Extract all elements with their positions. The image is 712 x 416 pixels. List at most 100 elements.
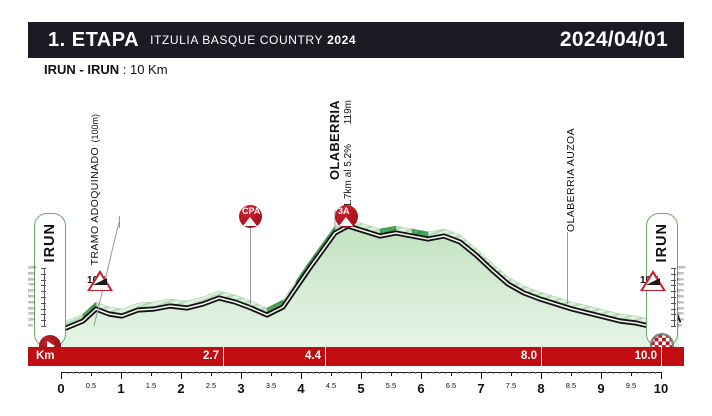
ruler-tick-micro [643, 372, 644, 374]
route-distance: : 10 Km [122, 62, 168, 77]
elevation-tick-label: 80m [677, 276, 684, 281]
ruler-tick-micro [493, 372, 494, 374]
elevation-tick [671, 273, 676, 275]
ruler-tick-micro [235, 372, 236, 374]
annotation-elevation: 119m [343, 100, 354, 125]
ruler-tick-micro [523, 372, 524, 374]
ruler-label-major: 0 [57, 381, 65, 396]
ruler-tick-micro [619, 372, 620, 374]
ruler-label-major: 6 [417, 381, 425, 396]
annotation-olaberria-auzoa: OLABERRIA AUZOA [562, 128, 580, 232]
elevation-tick-label: 0m [677, 323, 682, 328]
km-bar-separator [661, 347, 662, 366]
elevation-tick [671, 308, 676, 310]
ruler-tick-micro [349, 372, 350, 374]
ruler-tick-micro [565, 372, 566, 374]
ruler-label-minor: 4.5 [325, 381, 337, 390]
ruler-tick-minor [391, 372, 392, 376]
elevation-tick-label: 80m [28, 276, 35, 281]
start-town-label: IRUN [42, 223, 58, 263]
km-bar-mark: 10.0 [634, 350, 657, 362]
leader-line-tramo [119, 216, 120, 228]
ruler-tick-micro [499, 372, 500, 374]
ruler-tick-micro [259, 372, 260, 374]
ruler-tick-major [421, 372, 422, 379]
annotation-sub: 1.7km al 5.2% [343, 144, 354, 208]
ruler-label-minor: 6.5 [445, 381, 457, 390]
km-bar-mark: 2.7 [203, 350, 219, 362]
climb-badge-cpa[interactable]: CPA [239, 205, 262, 228]
ruler-tick-micro [343, 372, 344, 374]
ruler-tick-major [361, 372, 362, 379]
ruler-tick-micro [97, 372, 98, 374]
elevation-tick-label: 20m [677, 311, 684, 316]
ruler-tick-micro [637, 372, 638, 374]
ruler-tick-micro [139, 372, 140, 374]
elevation-axis-left: 0m 10m 20m 30m 40m 50m 60m 70m 80m 90m 100m [28, 265, 50, 327]
ruler-tick-micro [283, 372, 284, 374]
ruler-tick-micro [277, 372, 278, 374]
ruler-tick-micro [103, 372, 104, 374]
ruler-tick-minor [631, 372, 632, 376]
elevation-tick-label: 30m [677, 305, 684, 310]
ruler-tick-micro [229, 372, 230, 374]
ruler-tick-micro [367, 372, 368, 374]
elevation-tick-label: 70m [677, 282, 684, 287]
route-summary: IRUN - IRUN : 10 Km [44, 62, 168, 77]
ruler-tick-micro [193, 372, 194, 374]
start-town-tag[interactable]: IRUN [34, 213, 66, 357]
ruler-tick-micro [475, 372, 476, 374]
distance-ruler: 0 1 2 3 4 5 6 7 8 9 10 0.5 1.5 2.5 3.5 4.5 5.5 6.5 7.5 8.5 9… [28, 372, 684, 402]
annotation-name: OLABERRIA AUZOA [565, 128, 577, 233]
elevation-tick [671, 320, 676, 322]
ruler-tick-micro [577, 372, 578, 374]
elevation-tick [671, 302, 676, 304]
ruler-label-major: 3 [237, 381, 245, 396]
ruler-tick-micro [223, 372, 224, 374]
ruler-tick-micro [187, 372, 188, 374]
ruler-tick-micro [409, 372, 410, 374]
elevation-tick-label: 90m [677, 271, 684, 276]
elevation-profile-chart: IRUN IRUN [28, 92, 685, 357]
elevation-tick [41, 285, 46, 287]
gradient-sign-start: 10% [80, 270, 114, 291]
ruler-tick-major [661, 372, 662, 379]
climb-badge-3a[interactable]: 3A [335, 205, 358, 228]
ruler-tick-major [481, 372, 482, 379]
elevation-tick-label: 40m [677, 300, 684, 305]
elevation-tick [671, 285, 676, 287]
elevation-tick-label: 70m [28, 282, 35, 287]
race-year: 2024 [327, 33, 357, 47]
elevation-tick-label: 100m [28, 265, 37, 270]
ruler-tick-micro [457, 372, 458, 374]
km-bar: Km 2.7 4.4 8.0 10.0 [28, 347, 684, 366]
ruler-tick-micro [73, 372, 74, 374]
ruler-tick-micro [205, 372, 206, 374]
ruler-tick-major [541, 372, 542, 379]
ruler-tick-micro [607, 372, 608, 374]
elevation-tick [671, 314, 676, 316]
profile-road-core [49, 225, 680, 329]
ruler-tick-micro [415, 372, 416, 374]
elevation-tick [41, 273, 46, 275]
elevation-tick [41, 302, 46, 304]
leader-line-climb-cpa [250, 228, 251, 306]
elevation-tick [671, 291, 676, 293]
ruler-tick-major [601, 372, 602, 379]
elevation-tick-label: 30m [28, 305, 35, 310]
race-name: ITZULIA BASQUE COUNTRY 2024 [150, 33, 356, 47]
elevation-tick [671, 268, 676, 269]
ruler-tick-micro [463, 372, 464, 374]
ruler-tick-micro [199, 372, 200, 374]
ruler-tick-micro [67, 372, 68, 374]
ruler-label-minor: 3.5 [265, 381, 277, 390]
ruler-label-minor: 0.5 [85, 381, 97, 390]
ruler-tick-micro [109, 372, 110, 374]
ruler-tick-micro [505, 372, 506, 374]
mountain-icon [339, 217, 353, 226]
ruler-tick-major [181, 372, 182, 379]
ruler-tick-micro [445, 372, 446, 374]
elevation-tick-label: 90m [28, 271, 35, 276]
ruler-tick-micro [487, 372, 488, 374]
ruler-tick-micro [595, 372, 596, 374]
